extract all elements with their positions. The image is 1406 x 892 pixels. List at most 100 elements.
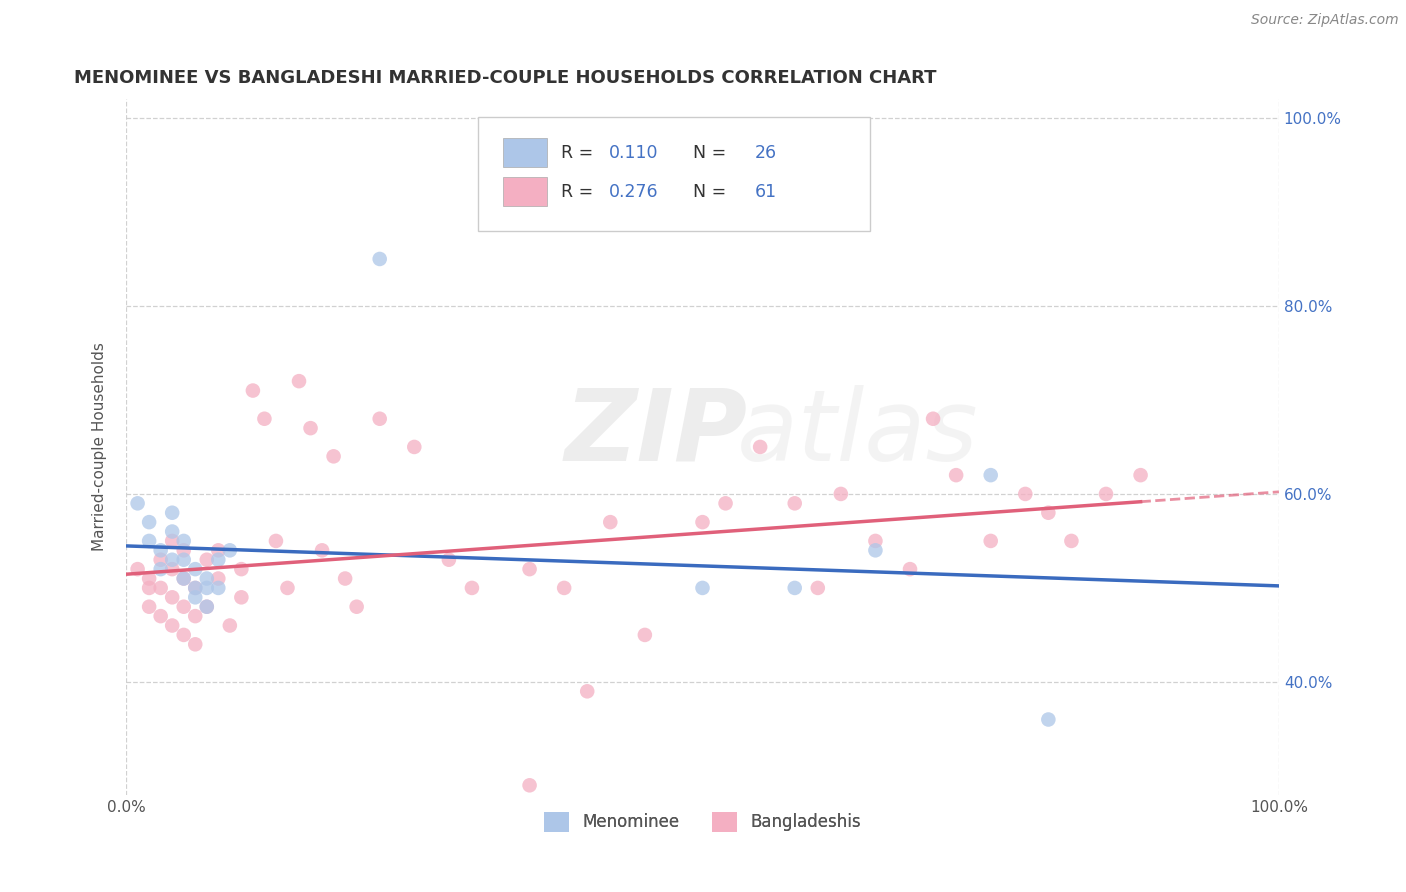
Text: 0.110: 0.110 [609, 144, 658, 161]
Point [634, 628, 657, 642]
Point [368, 411, 391, 425]
Point [1095, 487, 1118, 501]
Point [160, 591, 183, 605]
Point [195, 599, 218, 614]
Point [138, 515, 160, 529]
Point [173, 533, 195, 548]
Point [195, 552, 218, 566]
Point [242, 384, 264, 398]
Point [195, 599, 218, 614]
Text: MENOMINEE VS BANGLADESHI MARRIED-COUPLE HOUSEHOLDS CORRELATION CHART: MENOMINEE VS BANGLADESHI MARRIED-COUPLE … [75, 69, 936, 87]
Point [160, 524, 183, 539]
Point [160, 552, 183, 566]
Point [1038, 713, 1060, 727]
Point [749, 440, 772, 454]
Point [138, 533, 160, 548]
Point [207, 581, 229, 595]
Point [404, 440, 426, 454]
Point [288, 374, 311, 388]
Text: N =: N = [682, 144, 731, 161]
Point [173, 572, 195, 586]
Point [184, 591, 207, 605]
Point [149, 543, 172, 558]
Point [368, 252, 391, 266]
Point [231, 562, 253, 576]
Point [127, 562, 149, 576]
Text: ZIP: ZIP [564, 384, 747, 482]
Point [322, 450, 344, 464]
Point [231, 591, 253, 605]
Point [519, 778, 541, 792]
Point [576, 684, 599, 698]
Point [980, 468, 1002, 483]
Point [980, 533, 1002, 548]
Point [865, 533, 887, 548]
Point [1038, 506, 1060, 520]
Point [311, 543, 333, 558]
Point [138, 572, 160, 586]
Point [184, 581, 207, 595]
Point [1129, 468, 1152, 483]
Point [160, 562, 183, 576]
Point [173, 552, 195, 566]
Point [783, 581, 806, 595]
Point [299, 421, 322, 435]
Point [195, 572, 218, 586]
FancyBboxPatch shape [503, 178, 547, 206]
Legend: Menominee, Bangladeshis: Menominee, Bangladeshis [537, 805, 868, 838]
Point [207, 572, 229, 586]
Point [149, 562, 172, 576]
Point [173, 543, 195, 558]
Point [783, 496, 806, 510]
Text: 26: 26 [755, 144, 776, 161]
Point [276, 581, 298, 595]
Text: N =: N = [682, 183, 731, 201]
Point [173, 572, 195, 586]
Point [461, 581, 484, 595]
Text: Source: ZipAtlas.com: Source: ZipAtlas.com [1251, 13, 1399, 28]
Point [195, 581, 218, 595]
Point [127, 496, 149, 510]
Point [692, 581, 714, 595]
Point [264, 533, 287, 548]
FancyBboxPatch shape [478, 117, 870, 231]
Point [1060, 533, 1083, 548]
Point [898, 562, 921, 576]
Point [160, 533, 183, 548]
Point [253, 411, 276, 425]
Point [184, 581, 207, 595]
Point [173, 628, 195, 642]
Point [160, 506, 183, 520]
Point [519, 562, 541, 576]
Point [437, 552, 460, 566]
Point [207, 543, 229, 558]
Point [692, 515, 714, 529]
Point [922, 411, 945, 425]
Point [218, 543, 240, 558]
Point [599, 515, 621, 529]
Point [830, 487, 852, 501]
Point [138, 581, 160, 595]
Point [149, 552, 172, 566]
Point [149, 609, 172, 624]
Text: R =: R = [561, 183, 599, 201]
Text: atlas: atlas [737, 384, 979, 482]
Text: 61: 61 [755, 183, 776, 201]
Point [945, 468, 967, 483]
Point [207, 552, 229, 566]
Point [184, 609, 207, 624]
Point [333, 572, 356, 586]
Point [149, 581, 172, 595]
Point [865, 543, 887, 558]
Text: 0.276: 0.276 [609, 183, 659, 201]
Text: R =: R = [561, 144, 599, 161]
Point [173, 599, 195, 614]
Point [184, 637, 207, 651]
Point [160, 618, 183, 632]
Point [807, 581, 830, 595]
Point [346, 599, 368, 614]
Point [714, 496, 737, 510]
Point [218, 618, 240, 632]
Point [184, 562, 207, 576]
FancyBboxPatch shape [503, 138, 547, 168]
